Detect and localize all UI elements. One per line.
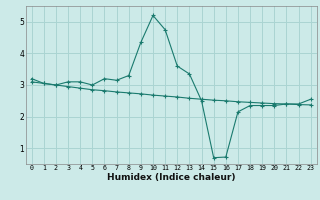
- X-axis label: Humidex (Indice chaleur): Humidex (Indice chaleur): [107, 173, 236, 182]
